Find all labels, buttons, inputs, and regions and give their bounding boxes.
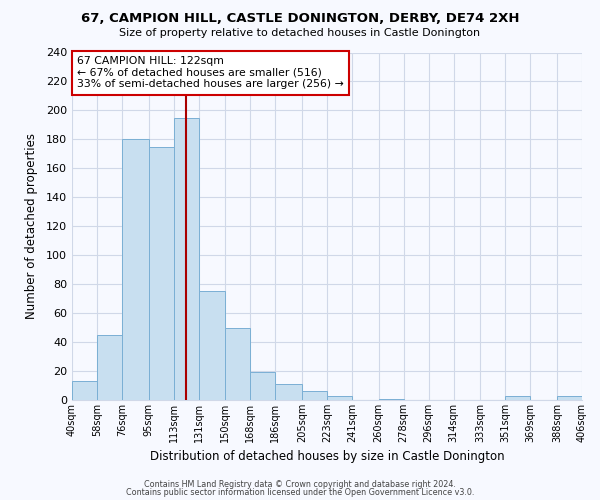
- Y-axis label: Number of detached properties: Number of detached properties: [25, 133, 38, 320]
- Bar: [122, 140, 149, 400]
- Bar: [149, 146, 174, 400]
- Text: Size of property relative to detached houses in Castle Donington: Size of property relative to detached ho…: [119, 28, 481, 38]
- Bar: [72, 381, 97, 400]
- Text: Contains public sector information licensed under the Open Government Licence v3: Contains public sector information licen…: [126, 488, 474, 497]
- Bar: [275, 384, 302, 400]
- X-axis label: Distribution of detached houses by size in Castle Donington: Distribution of detached houses by size …: [149, 450, 505, 464]
- Text: 67 CAMPION HILL: 122sqm
← 67% of detached houses are smaller (516)
33% of semi-d: 67 CAMPION HILL: 122sqm ← 67% of detache…: [77, 56, 344, 89]
- Bar: [505, 396, 530, 400]
- Text: 67, CAMPION HILL, CASTLE DONINGTON, DERBY, DE74 2XH: 67, CAMPION HILL, CASTLE DONINGTON, DERB…: [81, 12, 519, 26]
- Bar: [97, 335, 122, 400]
- Bar: [327, 396, 352, 400]
- Bar: [174, 118, 199, 400]
- Bar: [250, 372, 275, 400]
- Text: Contains HM Land Registry data © Crown copyright and database right 2024.: Contains HM Land Registry data © Crown c…: [144, 480, 456, 489]
- Bar: [302, 392, 327, 400]
- Bar: [199, 292, 225, 400]
- Bar: [557, 396, 582, 400]
- Bar: [379, 398, 404, 400]
- Bar: [225, 328, 250, 400]
